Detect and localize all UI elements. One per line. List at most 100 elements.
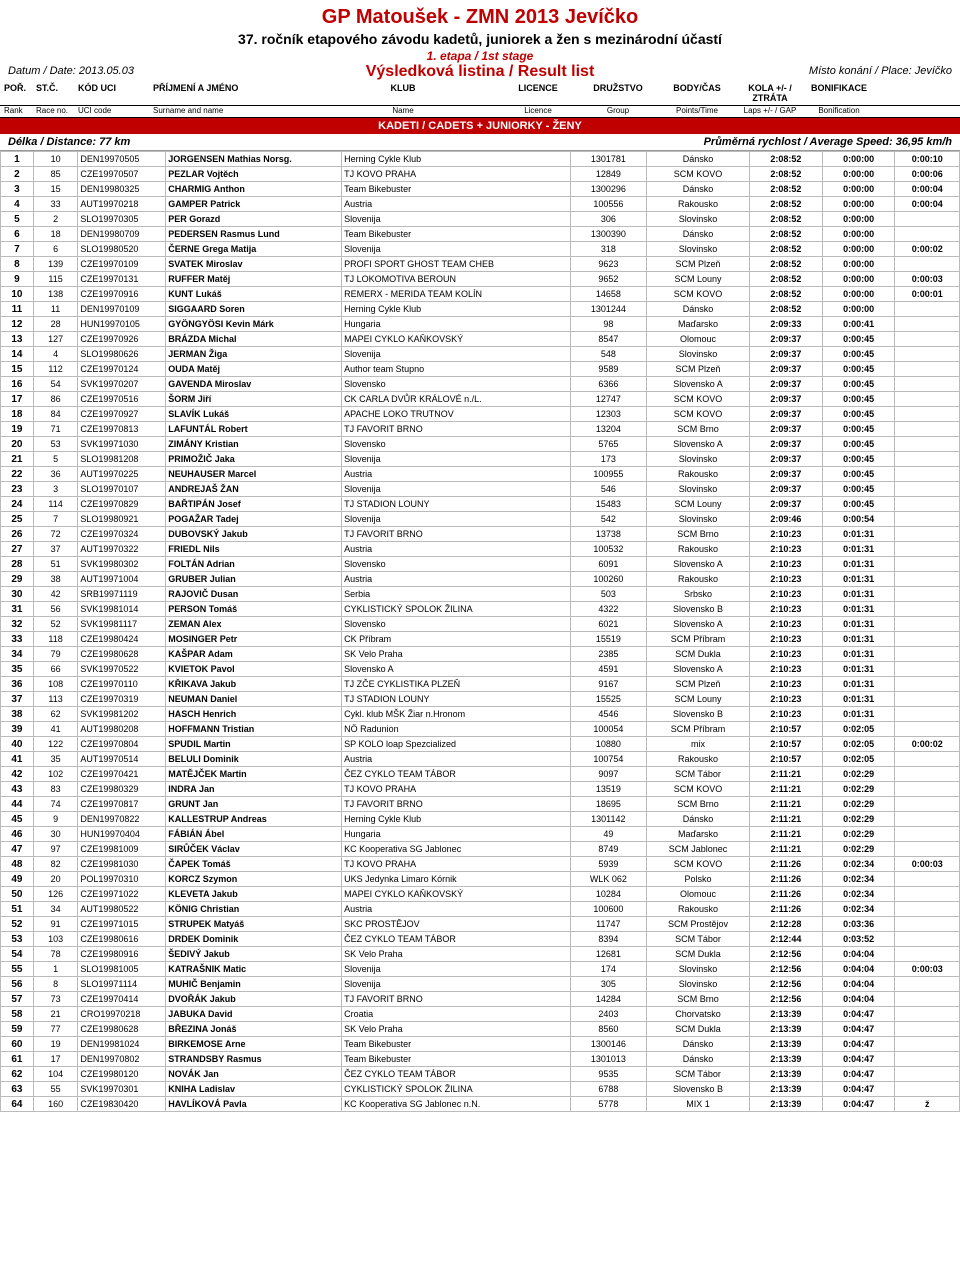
cell-licence: 100532 (570, 542, 646, 557)
table-row: 4383CZE19980329INDRA JanTJ KOVO PRAHA135… (1, 782, 960, 797)
cell-time: 2:10:23 (750, 527, 823, 542)
cell-gap: 0:00:41 (822, 317, 895, 332)
cell-group: Slovensko B (646, 1082, 749, 1097)
cell-club: UKS Jedynka Limaro Kórnik (342, 872, 571, 887)
cell-bonus (895, 1067, 960, 1082)
cell-licence: 9097 (570, 767, 646, 782)
cell-group: Slovensko A (646, 377, 749, 392)
cell-time: 2:12:44 (750, 932, 823, 947)
cell-club: Herning Cykle Klub (342, 152, 571, 167)
cell-gap: 0:01:31 (822, 572, 895, 587)
table-row: 1111DEN19970109SIGGAARD SorenHerning Cyk… (1, 302, 960, 317)
cell-gap: 0:04:47 (822, 1007, 895, 1022)
cell-club: Slovenija (342, 482, 571, 497)
cell-club: Herning Cykle Klub (342, 812, 571, 827)
cell-uci: SVK19981202 (78, 707, 166, 722)
cell-uci: AUT19970225 (78, 467, 166, 482)
cell-gap: 0:04:47 (822, 1097, 895, 1112)
stage-label: 1. etapa / 1st stage (0, 49, 960, 63)
cell-gap: 0:00:45 (822, 332, 895, 347)
cell-group: Slovensko A (646, 662, 749, 677)
cell-bonus (895, 557, 960, 572)
table-row: 2737AUT19970322FRIEDL NilsAustria100532R… (1, 542, 960, 557)
cell-rank: 44 (1, 797, 34, 812)
cell-club: APACHE LOKO TRUTNOV (342, 407, 571, 422)
cell-club: Slovensko (342, 377, 571, 392)
cell-group: Slovensko B (646, 707, 749, 722)
cell-time: 2:09:37 (750, 452, 823, 467)
date-label: Datum / Date: 2013.05.03 (8, 65, 134, 77)
cell-club: SK Velo Praha (342, 947, 571, 962)
cell-name: JERMAN Žiga (166, 347, 342, 362)
cell-time: 2:10:57 (750, 737, 823, 752)
cell-name: JABUKA David (166, 1007, 342, 1022)
cell-group: Dánsko (646, 1052, 749, 1067)
cell-uci: CZE19970319 (78, 692, 166, 707)
cell-licence: 9589 (570, 362, 646, 377)
cell-raceno: 53 (33, 437, 78, 452)
cell-club: ČEZ CYKLO TEAM TÁBOR (342, 767, 571, 782)
cell-name: NEUHAUSER Marcel (166, 467, 342, 482)
table-row: 233SLO19970107ANDREJAŠ ŽANSlovenija546Sl… (1, 482, 960, 497)
results-table: 110DEN19970505JORGENSEN Mathias Norsg.He… (0, 151, 960, 1112)
cell-rank: 51 (1, 902, 34, 917)
cell-name: KLEVETA Jakub (166, 887, 342, 902)
cell-gap: 0:02:29 (822, 842, 895, 857)
cell-bonus (895, 542, 960, 557)
cell-rank: 59 (1, 1022, 34, 1037)
cell-group: Srbsko (646, 587, 749, 602)
cell-club: Slovensko (342, 617, 571, 632)
cell-group: Olomouc (646, 887, 749, 902)
cell-uci: AUT19980522 (78, 902, 166, 917)
cell-licence: 100754 (570, 752, 646, 767)
cell-gap: 0:00:45 (822, 422, 895, 437)
cell-licence: 6366 (570, 377, 646, 392)
cell-rank: 42 (1, 767, 34, 782)
speed-label: Průměrná rychlost / Average Speed: 36,95… (704, 136, 952, 148)
cell-licence: 305 (570, 977, 646, 992)
cell-group: SCM Prostějov (646, 917, 749, 932)
cell-name: ŠEDIVÝ Jakub (166, 947, 342, 962)
table-row: 5134AUT19980522KÖNIG ChristianAustria100… (1, 902, 960, 917)
cell-licence: 2385 (570, 647, 646, 662)
cell-uci: SVK19970301 (78, 1082, 166, 1097)
cell-raceno: 3 (33, 482, 78, 497)
table-row: 3862SVK19981202HASCH HenrichCykl. klub M… (1, 707, 960, 722)
cell-name: MUHIČ Benjamin (166, 977, 342, 992)
cell-uci: CZE19981030 (78, 857, 166, 872)
cell-time: 2:08:52 (750, 287, 823, 302)
speed-row: Délka / Distance: 77 km Průměrná rychlos… (0, 134, 960, 151)
cell-licence: 100600 (570, 902, 646, 917)
table-row: 64160CZE19830420HAVLÍKOVÁ PavlaKC Kooper… (1, 1097, 960, 1112)
cell-name: ZIMÁNY Kristian (166, 437, 342, 452)
cell-raceno: 139 (33, 257, 78, 272)
cell-name: HOFFMANN Tristian (166, 722, 342, 737)
cell-club: KC Kooperativa SG Jablonec (342, 842, 571, 857)
cell-group: SCM KOVO (646, 407, 749, 422)
cell-raceno: 10 (33, 152, 78, 167)
cell-group: SCM Brno (646, 527, 749, 542)
cell-club: TJ STADION LOUNY (342, 692, 571, 707)
cell-uci: CZE19970507 (78, 167, 166, 182)
cell-group: Slovensko A (646, 557, 749, 572)
cell-time: 2:10:23 (750, 662, 823, 677)
cell-group: Dánsko (646, 812, 749, 827)
cell-time: 2:10:23 (750, 557, 823, 572)
cell-raceno: 71 (33, 422, 78, 437)
cell-gap: 0:00:00 (822, 302, 895, 317)
table-row: 37113CZE19970319NEUMAN DanielTJ STADION … (1, 692, 960, 707)
table-row: 4797CZE19981009SIRŮČEK VáclavKC Kooperat… (1, 842, 960, 857)
cell-raceno: 9 (33, 812, 78, 827)
cell-uci: CZE19970804 (78, 737, 166, 752)
cell-club: MAPEI CYKLO KAŇKOVSKÝ (342, 332, 571, 347)
table-row: 5821CRO19970218JABUKA DavidCroatia2403Ch… (1, 1007, 960, 1022)
cell-raceno: 5 (33, 452, 78, 467)
cell-gap: 0:01:31 (822, 602, 895, 617)
cell-uci: CZE19970124 (78, 362, 166, 377)
cell-rank: 30 (1, 587, 34, 602)
cell-uci: CZE19970324 (78, 527, 166, 542)
cell-gap: 0:02:29 (822, 767, 895, 782)
cell-raceno: 38 (33, 572, 78, 587)
cell-licence: 173 (570, 452, 646, 467)
cell-bonus (895, 812, 960, 827)
